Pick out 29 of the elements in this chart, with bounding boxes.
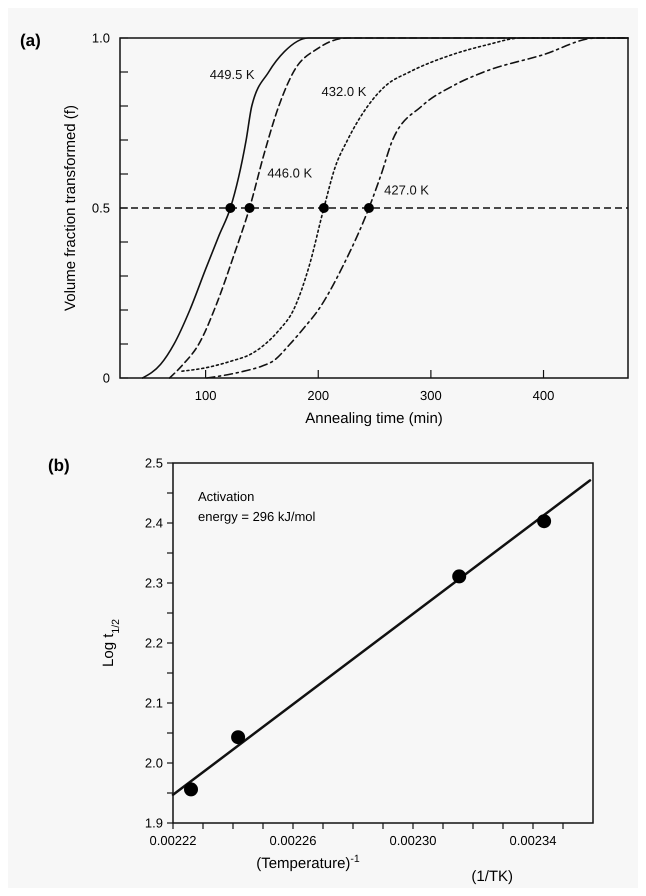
y-axis-title: Volume fraction transformed (f) [62, 105, 79, 311]
x-tick-label: 0.00230 [390, 833, 436, 848]
y-tick-label: 2.4 [144, 516, 163, 530]
y-tick-label: 2.5 [144, 456, 163, 470]
y-tick-label: 2.1 [144, 696, 163, 710]
y-tick-label: 0 [102, 370, 110, 386]
y-tick-label: 1.9 [144, 816, 163, 830]
x-tick-label: 0.00222 [150, 833, 196, 848]
y-tick-label: 1.0 [92, 30, 110, 46]
x-tick-label: 0.00234 [510, 833, 556, 848]
x-axis-title: Annealing time (min) [305, 410, 443, 427]
x-tick-label: 400 [532, 388, 554, 403]
text: (1/TK) [471, 868, 514, 885]
y-tick-label: 2.2 [144, 636, 163, 650]
y-tick-label: 0.5 [92, 200, 110, 216]
x-tick-label: 0.00226 [270, 833, 316, 848]
series-label: 449.5 K [210, 66, 255, 82]
y-tick-label: 2.0 [144, 756, 163, 770]
series-label: 432.0 K [322, 84, 367, 99]
chart-title: (a) [20, 31, 41, 50]
annotation: Activation energy = 296 kJ/mol [198, 489, 316, 524]
series-label: 446.0 K [267, 165, 312, 180]
y-tick-label: 2.3 [144, 576, 163, 590]
x-tick-label: 100 [194, 388, 216, 403]
x-tick-label: 200 [307, 388, 330, 403]
series-label: 427.0 K [384, 182, 430, 198]
x-axis-title: (Temperature)$^{-1}$ [256, 853, 360, 872]
x-tick-label: 300 [420, 388, 442, 403]
chart-title: (b) [48, 456, 70, 475]
